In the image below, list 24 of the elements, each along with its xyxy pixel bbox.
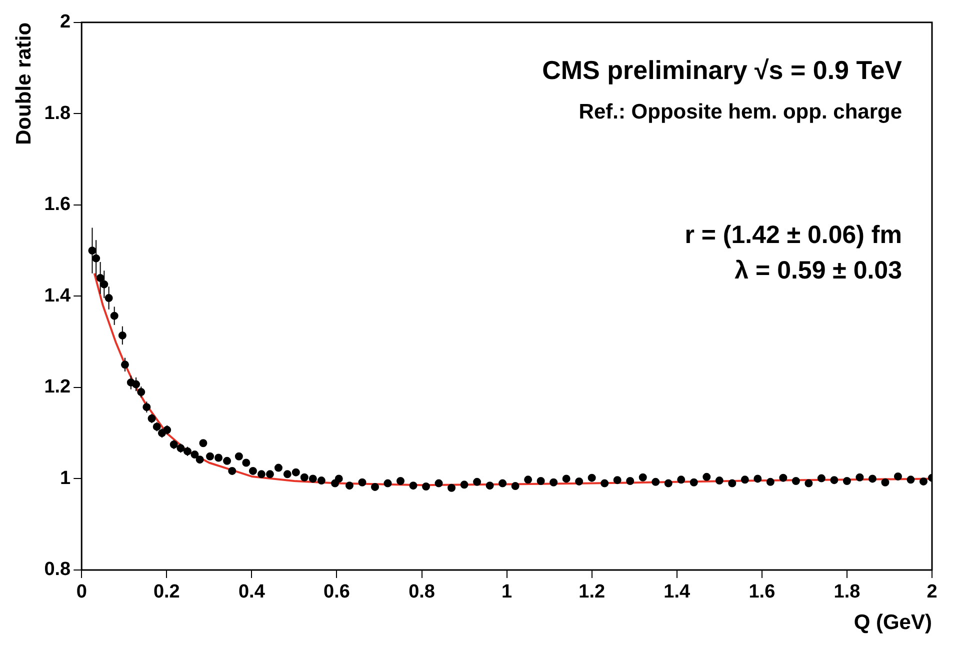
x-tick-label: 0.2 xyxy=(153,582,180,603)
x-tick-label: 1 xyxy=(502,582,513,603)
x-axis-title: Q (GeV) xyxy=(854,611,932,634)
x-tick-label: 1.4 xyxy=(664,582,691,603)
y-tick-label: 1.2 xyxy=(44,376,71,398)
y-tick-label: 1 xyxy=(60,468,72,489)
x-tick-label: 0.6 xyxy=(324,582,350,603)
x-tick-label: 0.4 xyxy=(238,582,266,603)
x-tick-label: 2 xyxy=(926,582,938,603)
y-axis-title: Double ratio xyxy=(12,22,36,145)
annotation: λ = 0.59 ± 0.03 xyxy=(734,256,902,284)
y-tick-label: 1.4 xyxy=(44,285,72,306)
x-tick-label: 1.8 xyxy=(834,582,860,603)
x-tick-label: 1.2 xyxy=(578,582,606,603)
y-tick-label: 1.8 xyxy=(44,102,71,124)
x-tick-label: 1.6 xyxy=(748,582,776,603)
annotation: CMS preliminary √s = 0.9 TeV xyxy=(542,54,903,85)
annotation: Ref.: Opposite hem. opp. charge xyxy=(578,100,902,124)
x-tick-label: 0.8 xyxy=(408,582,435,603)
y-tick-label: 2 xyxy=(60,12,71,33)
annotation: r = (1.42 ± 0.06) fm xyxy=(684,220,902,249)
x-tick-label: 0 xyxy=(76,582,87,603)
y-tick-label: 0.8 xyxy=(44,559,71,580)
y-tick-label: 1.6 xyxy=(44,194,71,216)
